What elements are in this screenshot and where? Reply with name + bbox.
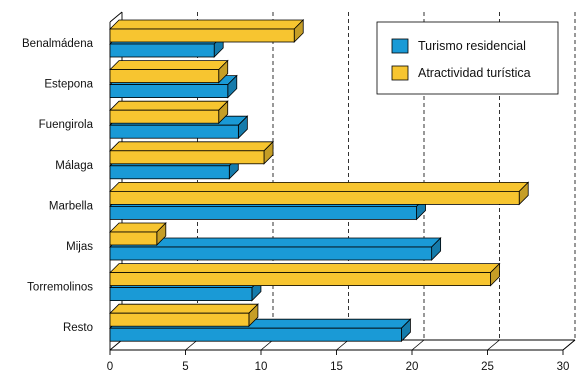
bar-atractividad-turistica bbox=[109, 59, 229, 84]
x-tick-label: 0 bbox=[107, 361, 113, 373]
bar-front-face bbox=[109, 190, 520, 205]
bar-layer bbox=[109, 19, 530, 343]
bar-front-face bbox=[109, 109, 220, 124]
x-tick-label: 15 bbox=[330, 361, 343, 373]
bar-atractividad-turistica bbox=[109, 181, 530, 206]
legend: Turismo residencial Atractividad turísti… bbox=[376, 21, 559, 95]
x-tick-label: 30 bbox=[557, 361, 570, 373]
floor-gridline bbox=[487, 339, 500, 351]
floor-gridline bbox=[185, 339, 198, 351]
x-tick-label: 20 bbox=[406, 361, 419, 373]
bar-atractividad-turistica bbox=[109, 262, 501, 287]
bar-front-face bbox=[109, 327, 402, 342]
category-label: Málaga bbox=[55, 160, 93, 172]
bar-atractividad-turistica bbox=[109, 19, 305, 43]
bar-atractividad-turistica bbox=[109, 303, 259, 328]
bar-front-face bbox=[109, 272, 491, 287]
bar-top-face bbox=[109, 181, 530, 192]
bar-atractividad-turistica bbox=[109, 100, 229, 125]
bar-front-face bbox=[109, 246, 433, 261]
legend-swatch-residencial bbox=[391, 38, 409, 54]
legend-label-atractividad: Atractividad turística bbox=[418, 66, 531, 80]
floor-left-edge bbox=[109, 339, 123, 351]
category-label: Torremolinos bbox=[27, 282, 93, 294]
bar-atractividad-turistica bbox=[109, 222, 167, 246]
floor-right-edge bbox=[562, 339, 576, 351]
x-tick-label: 10 bbox=[255, 361, 268, 373]
bar-front-face bbox=[109, 205, 417, 220]
floor-gridline bbox=[260, 339, 274, 351]
bar-front-face bbox=[109, 231, 158, 246]
bar-top-face bbox=[109, 263, 501, 274]
x-tick-label: 5 bbox=[182, 361, 188, 373]
bar-turismo-residencial bbox=[109, 237, 442, 261]
bar-front-face bbox=[109, 287, 253, 302]
legend-swatch-atractividad bbox=[391, 65, 409, 81]
category-label: Resto bbox=[63, 322, 93, 334]
floor-gridline bbox=[336, 339, 349, 351]
axis-top-connector bbox=[109, 11, 123, 23]
category-label: Fuengirola bbox=[39, 119, 94, 131]
bar-front-face bbox=[109, 84, 229, 98]
category-label: Estepona bbox=[44, 79, 93, 91]
bar-front-face bbox=[109, 150, 265, 165]
x-tick-label: 25 bbox=[481, 361, 494, 373]
label-layer: 0 5 10 15 20 25 30 Benalmádena Estepona Fuengirol… bbox=[22, 38, 569, 373]
bar-front-face bbox=[109, 69, 220, 83]
legend-label-residencial: Turismo residencial bbox=[418, 39, 526, 53]
bar-top-face bbox=[109, 60, 229, 70]
bar-top-face bbox=[109, 100, 229, 111]
bar-front-face bbox=[109, 43, 215, 58]
bar-front-face bbox=[109, 28, 295, 43]
bar-top-face bbox=[109, 222, 167, 233]
bar-top-face bbox=[109, 19, 305, 30]
bar-front-face bbox=[109, 165, 230, 180]
bar-front-face bbox=[109, 312, 250, 327]
bar-front-face bbox=[109, 124, 239, 139]
bar-top-face bbox=[109, 141, 274, 152]
category-label: Benalmádena bbox=[22, 38, 94, 50]
bar-atractividad-turistica bbox=[109, 140, 274, 165]
category-label: Mijas bbox=[66, 241, 93, 253]
legend-box bbox=[376, 21, 559, 95]
bar-top-face bbox=[109, 303, 259, 314]
floor-gridline bbox=[411, 339, 425, 351]
category-label: Marbella bbox=[49, 200, 94, 212]
